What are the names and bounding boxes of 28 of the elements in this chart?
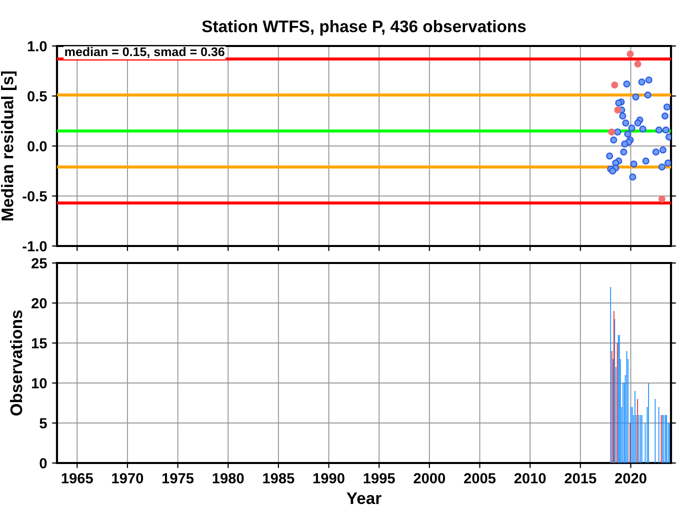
x-tick-label: 1965 (62, 473, 93, 484)
x-tick-label: 2000 (414, 473, 446, 484)
y-tick-label: 0.5 (28, 91, 47, 102)
y-axis-title: Observations (10, 310, 22, 416)
x-tick-label: 2020 (615, 473, 646, 484)
x-tick-label: 1970 (112, 473, 144, 484)
y-tick-label: 1.0 (28, 41, 47, 52)
x-tick-label: 1995 (364, 473, 395, 484)
x-tick-label: 1975 (162, 473, 194, 484)
y-tick-label: 15 (32, 338, 47, 348)
y-tick-label: 0.0 (28, 141, 47, 152)
annotation: median = 0.15, smad = 0.36 (65, 47, 224, 58)
x-tick-label: 1985 (263, 473, 294, 484)
y-tick-label: -1.0 (22, 241, 47, 252)
y-tick-label: 10 (32, 378, 47, 388)
x-tick-label: 2010 (514, 473, 546, 484)
x-tick-label: 2005 (464, 473, 496, 484)
x-tick-label: 1990 (313, 473, 344, 484)
y-tick-label: 20 (32, 298, 47, 308)
x-axis-title: Year (346, 492, 382, 504)
y-tick-label: 25 (32, 258, 47, 268)
y-tick-label: 5 (40, 418, 47, 428)
y-axis-title: Median residual [s] (1, 71, 17, 220)
x-tick-label: 1980 (212, 473, 244, 484)
chart-title: Station WTFS, phase P, 436 observations (202, 20, 526, 36)
y-tick-label: -0.5 (22, 191, 47, 202)
x-tick-label: 2015 (564, 473, 596, 484)
y-tick-label: 0 (40, 458, 47, 468)
